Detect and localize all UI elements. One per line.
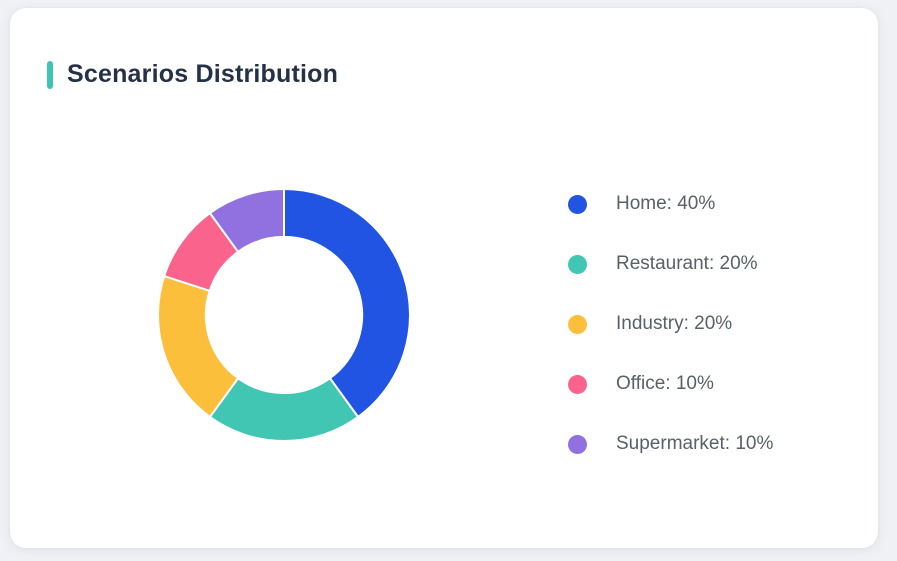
donut-segment-industry[interactable]: [157, 275, 240, 418]
legend-dot-supermarket: [568, 434, 587, 454]
donut-segment-home[interactable]: [283, 188, 411, 418]
legend-label-industry: Industry: 20%: [616, 313, 733, 334]
legend-label-office: Office: 10%: [616, 373, 714, 394]
scenarios-distribution-card: Scenarios Distribution Home: 40% Restaur…: [10, 8, 878, 548]
legend-label-restaurant: Restaurant: 20%: [616, 253, 758, 274]
title-accent-bar: [47, 60, 53, 89]
legend-item-restaurant[interactable]: Restaurant: 20%: [568, 253, 773, 275]
donut-chart-svg: [157, 188, 411, 442]
legend-dot-restaurant: [568, 254, 587, 274]
legend-label-home: Home: 40%: [616, 193, 716, 214]
legend-item-supermarket[interactable]: Supermarket: 10%: [568, 433, 773, 455]
legend-item-industry[interactable]: Industry: 20%: [568, 313, 773, 335]
chart-legend: Home: 40% Restaurant: 20% Industry: 20% …: [568, 193, 773, 455]
card-header: Scenarios Distribution: [47, 60, 338, 89]
legend-item-office[interactable]: Office: 10%: [568, 373, 773, 395]
legend-dot-industry: [568, 314, 587, 334]
legend-item-home[interactable]: Home: 40%: [568, 193, 773, 215]
page-title: Scenarios Distribution: [67, 60, 339, 88]
legend-dot-home: [568, 194, 587, 214]
donut-segment-supermarket[interactable]: [208, 188, 285, 253]
legend-label-supermarket: Supermarket: 10%: [616, 433, 774, 454]
legend-dot-office: [568, 374, 587, 394]
donut-chart: [154, 185, 414, 445]
